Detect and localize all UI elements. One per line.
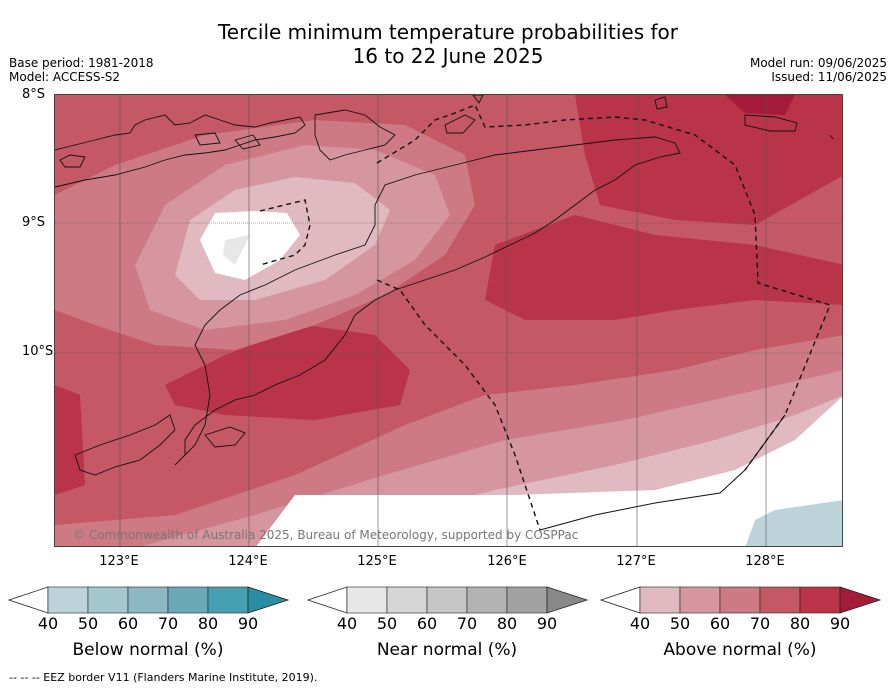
probability-field-80-sw [55, 385, 85, 495]
border-solid-segment [539, 414, 786, 531]
below-normal-patch-se [745, 500, 842, 546]
colorbar-above-swatch-0 [639, 586, 681, 614]
issued-date: Issued: 11/06/2025 [771, 70, 887, 84]
lat-label-9s: 9°S [22, 215, 46, 230]
tick-below-60: 60 [117, 614, 139, 633]
no-dominant-category-centre [200, 211, 300, 280]
flores-coastline [55, 114, 306, 188]
lat-label-10s: 10°S [22, 344, 54, 359]
tick-above-70: 70 [749, 614, 771, 633]
colorbar-above-normal [600, 586, 882, 614]
colorbar-above-title: Above normal (%) [663, 640, 817, 660]
colorbar-below-swatch-1 [87, 586, 129, 614]
tick-below-70: 70 [157, 614, 179, 633]
tick-below-40: 40 [37, 614, 59, 633]
colorbar-below-swatches [47, 586, 249, 614]
tick-near-80: 80 [496, 614, 518, 633]
lon-label-127e: 127°E [616, 554, 656, 569]
model-name: Model: ACCESS-S2 [9, 70, 121, 84]
colorbar-above-max-arrow [839, 586, 882, 614]
colorbar-below-swatch-3 [167, 586, 209, 614]
tick-near-60: 60 [416, 614, 438, 633]
timor-coastline [174, 136, 681, 466]
tick-near-70: 70 [456, 614, 478, 633]
near-normal-patch [223, 235, 250, 265]
probability-field-80-ne [575, 95, 842, 225]
coastlines [55, 95, 834, 476]
probability-field-80-s [165, 325, 410, 420]
colorbar-below-max-arrow [247, 586, 290, 614]
colorbar-near-swatch-4 [506, 586, 548, 614]
model-run: Model run: 09/06/2025 [749, 56, 887, 70]
gridlines [55, 95, 842, 546]
tick-near-90: 90 [536, 614, 558, 633]
lat-label-8s: 8°S [22, 87, 46, 102]
colorbar-above-swatch-4 [799, 586, 841, 614]
tick-above-40: 40 [629, 614, 651, 633]
eez-border [259, 104, 831, 531]
no-dominant-category-south [256, 396, 842, 546]
colorbar-above-swatch-2 [719, 586, 761, 614]
tick-near-40: 40 [336, 614, 358, 633]
eez-footnote: -- -- -- EEZ border V11 (Flanders Marine… [9, 671, 318, 684]
colorbar-above-swatch-1 [679, 586, 721, 614]
tick-near-50: 50 [376, 614, 398, 633]
map-area: © Commonwealth of Australia 2025, Bureau… [54, 94, 843, 547]
colorbar-near-swatch-0 [346, 586, 388, 614]
colorbar-near-swatches [346, 586, 548, 614]
colorbar-above-swatch-3 [759, 586, 801, 614]
title-line-1: Tercile minimum temperature probabilitie… [217, 20, 679, 44]
tick-above-80: 80 [789, 614, 811, 633]
colorbar-below-min-arrow [8, 586, 49, 614]
lon-label-126e: 126°E [487, 554, 527, 569]
map-title: Tercile minimum temperature probabilitie… [0, 20, 896, 68]
alor-coastline [314, 109, 396, 161]
colorbar-above-swatches [639, 586, 841, 614]
probability-field-90-ne [725, 95, 795, 115]
colorbar-near-max-arrow [546, 586, 589, 614]
map-svg [55, 95, 842, 546]
colorbar-near-swatch-3 [466, 586, 508, 614]
base-period: Base period: 1981-2018 [9, 56, 154, 70]
lon-label-128e: 128°E [745, 554, 785, 569]
title-line-2: 16 to 22 June 2025 [352, 44, 544, 68]
tick-above-90: 90 [829, 614, 851, 633]
tick-below-80: 80 [197, 614, 219, 633]
colorbar-near-swatch-1 [386, 586, 428, 614]
lon-label-123e: 123°E [99, 554, 139, 569]
colorbar-below-normal [8, 586, 290, 614]
probability-field-80-e [485, 215, 842, 320]
tick-below-50: 50 [77, 614, 99, 633]
colorbar-near-title: Near normal (%) [376, 640, 518, 660]
meta-left: Base period: 1981-2018 Model: ACCESS-S2 [9, 56, 154, 84]
colorbar-near-min-arrow [307, 586, 348, 614]
tick-below-90: 90 [237, 614, 259, 633]
copyright-notice: © Commonwealth of Australia 2025, Bureau… [73, 528, 579, 542]
rote-coastline [204, 426, 246, 448]
colorbar-below-title: Below normal (%) [72, 640, 224, 660]
colorbar-below-swatch-0 [47, 586, 89, 614]
colorbar-near-swatch-2 [426, 586, 468, 614]
lon-label-125e: 125°E [357, 554, 397, 569]
colorbar-below-swatch-2 [127, 586, 169, 614]
colorbar-above-min-arrow [600, 586, 641, 614]
sawu-coastline [74, 414, 176, 476]
meta-right: Model run: 09/06/2025 Issued: 11/06/2025 [750, 56, 887, 84]
tick-above-60: 60 [709, 614, 731, 633]
tick-above-50: 50 [669, 614, 691, 633]
colorbar-below-swatch-4 [207, 586, 249, 614]
lon-label-124e: 124°E [228, 554, 268, 569]
colorbar-near-normal [307, 586, 589, 614]
